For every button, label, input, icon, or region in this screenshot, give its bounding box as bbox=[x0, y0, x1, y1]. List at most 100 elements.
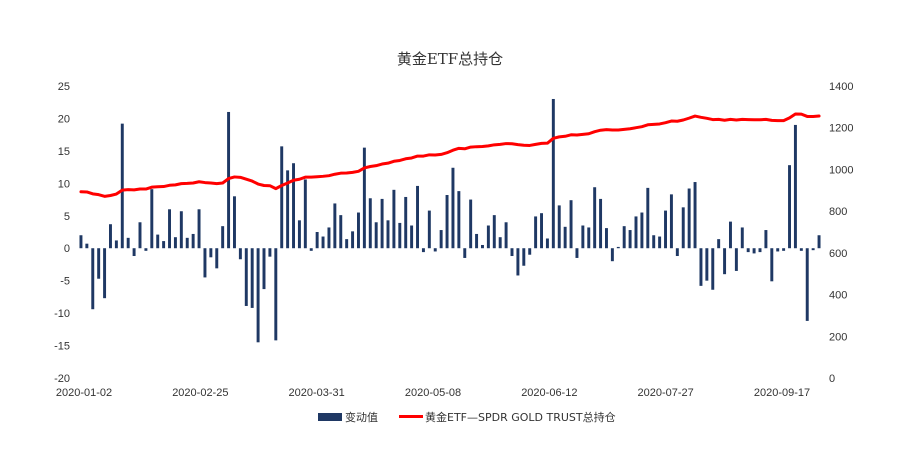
bar bbox=[770, 248, 774, 282]
bar bbox=[752, 248, 756, 254]
bar bbox=[445, 195, 449, 249]
bar bbox=[805, 248, 809, 321]
bar bbox=[640, 212, 644, 249]
x-axis-tick-label: 2020-06-12 bbox=[521, 387, 577, 399]
right-axis: 1400 1200 1000 800 600 400 200 0 bbox=[829, 81, 853, 385]
bar bbox=[587, 227, 591, 249]
bar bbox=[563, 226, 567, 249]
right-axis-tick-label: 1000 bbox=[829, 164, 853, 176]
bar bbox=[297, 220, 301, 249]
bar bbox=[811, 248, 815, 251]
bar bbox=[97, 248, 101, 279]
bar bbox=[616, 246, 620, 249]
right-axis-tick-label: 800 bbox=[829, 206, 847, 218]
bar bbox=[386, 220, 390, 249]
bar bbox=[711, 248, 715, 290]
bar bbox=[658, 236, 662, 249]
bar bbox=[256, 248, 260, 343]
bar bbox=[776, 248, 780, 252]
bar bbox=[599, 198, 603, 249]
bar bbox=[109, 224, 112, 249]
bar-series bbox=[79, 98, 821, 343]
bar bbox=[339, 215, 343, 249]
bar bbox=[475, 233, 479, 249]
bar bbox=[362, 147, 366, 249]
left-axis-tick-label: 20 bbox=[58, 113, 70, 125]
legend-line-label: 黄金ETF—SPDR GOLD TRUST总持仓 bbox=[425, 410, 616, 424]
bar bbox=[357, 212, 360, 249]
bar bbox=[522, 248, 526, 266]
bar bbox=[433, 248, 437, 252]
left-axis-tick-label: -15 bbox=[54, 341, 70, 353]
bar bbox=[185, 237, 189, 249]
right-axis-tick-label: 1200 bbox=[829, 123, 853, 135]
left-axis-tick-label: 0 bbox=[64, 243, 70, 255]
x-axis-tick-label: 2020-01-02 bbox=[56, 387, 112, 399]
left-axis-tick-label: -5 bbox=[60, 276, 70, 288]
bar bbox=[416, 185, 419, 249]
bar bbox=[557, 205, 561, 249]
left-axis-tick-label: 25 bbox=[58, 81, 70, 93]
bar bbox=[209, 248, 213, 258]
bar bbox=[705, 248, 709, 281]
bar bbox=[233, 196, 236, 249]
bar bbox=[156, 234, 160, 249]
left-axis-tick-label: 5 bbox=[64, 211, 70, 223]
bar bbox=[516, 248, 520, 276]
legend-bar-label: 变动值 bbox=[345, 410, 378, 424]
bar bbox=[687, 188, 691, 249]
left-axis-tick-label: 15 bbox=[58, 146, 70, 158]
bar bbox=[244, 248, 248, 306]
bar bbox=[481, 244, 484, 249]
bar bbox=[191, 233, 195, 249]
bar bbox=[392, 189, 396, 249]
bar bbox=[85, 243, 89, 249]
bar bbox=[622, 226, 626, 249]
bar bbox=[120, 123, 124, 249]
legend-line-swatch bbox=[399, 415, 423, 418]
bar bbox=[427, 210, 431, 249]
bar bbox=[646, 187, 650, 249]
bar bbox=[610, 248, 614, 262]
bar bbox=[333, 203, 337, 249]
bar bbox=[664, 210, 667, 249]
bar bbox=[327, 227, 331, 249]
line-series bbox=[79, 112, 821, 198]
bar bbox=[303, 179, 307, 249]
right-axis-tick-label: 200 bbox=[829, 331, 847, 343]
x-axis-tick-label: 2020-03-31 bbox=[289, 387, 345, 399]
right-axis-tick-label: 1400 bbox=[829, 81, 853, 93]
bar bbox=[114, 240, 118, 249]
bar bbox=[746, 248, 750, 253]
x-axis-tick-label: 2020-02-25 bbox=[172, 387, 228, 399]
bar bbox=[79, 235, 83, 249]
bar bbox=[144, 248, 148, 251]
bar bbox=[250, 248, 254, 308]
bar bbox=[782, 248, 786, 251]
right-axis-tick-label: 0 bbox=[829, 373, 835, 385]
bar bbox=[398, 222, 402, 249]
bar bbox=[197, 209, 201, 249]
bar bbox=[268, 248, 272, 257]
bar bbox=[410, 225, 414, 249]
legend-bar-swatch bbox=[318, 413, 342, 421]
bar bbox=[203, 248, 207, 278]
bar bbox=[788, 165, 791, 249]
left-axis-tick-label: -10 bbox=[54, 308, 70, 320]
x-axis: 2020-01-02 2020-02-25 2020-03-31 2020-05-08… bbox=[56, 387, 810, 399]
bar bbox=[581, 225, 585, 249]
bar bbox=[504, 222, 508, 249]
bar bbox=[150, 189, 154, 249]
bar bbox=[103, 248, 107, 299]
bar bbox=[764, 230, 768, 249]
bar bbox=[540, 213, 543, 249]
bar bbox=[179, 211, 183, 249]
bar bbox=[168, 209, 171, 249]
left-axis: 25 20 15 10 5 0 -5 -10 -15 -20 bbox=[54, 81, 70, 385]
bar bbox=[817, 235, 821, 249]
bar bbox=[652, 235, 656, 249]
bar bbox=[675, 248, 679, 257]
left-axis-tick-label: 10 bbox=[58, 178, 70, 190]
bar bbox=[91, 248, 95, 310]
